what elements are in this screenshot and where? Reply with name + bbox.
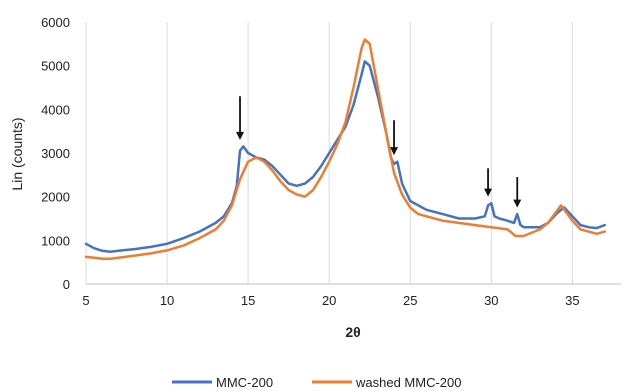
- annotation-arrow-head: [513, 199, 522, 208]
- y-tick-label: 4000: [41, 102, 70, 117]
- legend: MMC-200 washed MMC-200: [172, 375, 462, 390]
- y-tick-label: 3000: [41, 146, 70, 161]
- x-tick-label: 5: [82, 293, 89, 308]
- series-line-washed-mmc-200: [84, 38, 607, 260]
- y-tick-labels: 0 1000 2000 3000 4000 5000 6000: [41, 15, 70, 292]
- x-tick-label: 25: [403, 293, 417, 308]
- series-line-mmc-200: [84, 60, 607, 253]
- x-tick-label: 35: [565, 293, 579, 308]
- x-tick-labels: 5 10 15 20 25 30 35: [82, 293, 579, 308]
- y-tick-label: 1000: [41, 233, 70, 248]
- annotation-arrows: [236, 96, 522, 208]
- y-tick-label: 0: [63, 277, 70, 292]
- annotation-arrow-head: [484, 188, 493, 197]
- y-tick-label: 6000: [41, 15, 70, 30]
- annotation-arrow-head: [390, 147, 399, 156]
- y-tick-label: 2000: [41, 190, 70, 205]
- x-axis-title: 2θ: [345, 324, 360, 340]
- x-tick-label: 15: [241, 293, 255, 308]
- series-lines: [84, 38, 607, 260]
- y-tick-label: 5000: [41, 59, 70, 74]
- annotation-arrow-head: [236, 131, 245, 140]
- y-axis-title: Lin (counts): [9, 117, 25, 190]
- x-tick-label: 20: [322, 293, 336, 308]
- legend-label-washed-mmc-200: washed MMC-200: [355, 375, 462, 390]
- x-tick-label: 10: [160, 293, 174, 308]
- x-tick-label: 30: [484, 293, 498, 308]
- legend-label-mmc-200: MMC-200: [216, 375, 273, 390]
